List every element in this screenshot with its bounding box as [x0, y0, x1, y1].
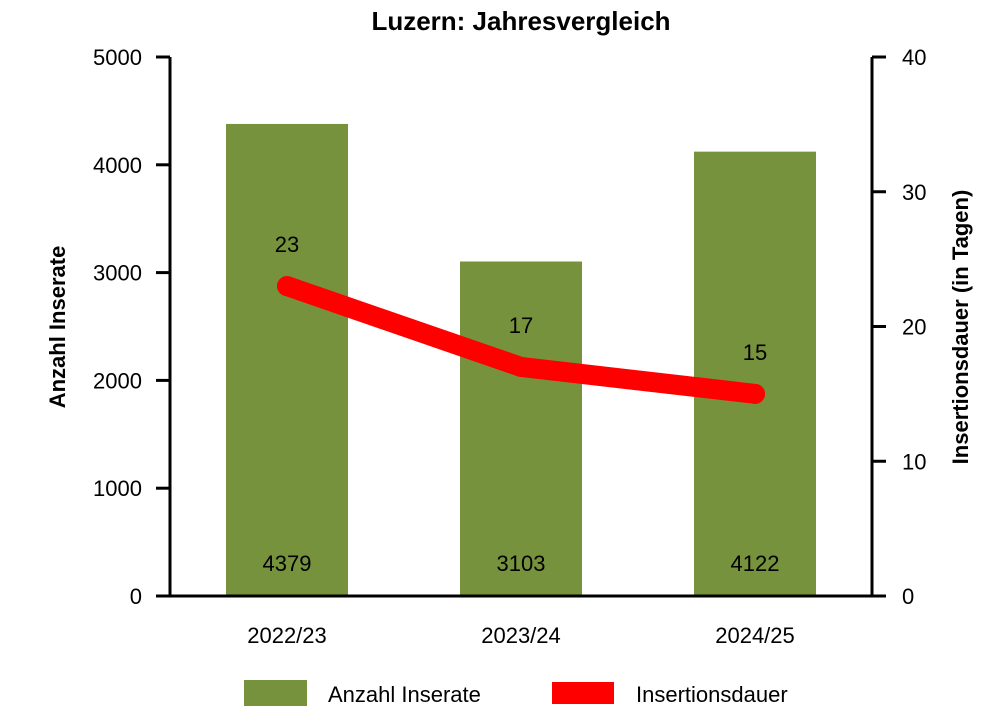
bars-group [226, 123, 816, 597]
right-tick-label-3: 30 [902, 180, 926, 205]
left-tick-label-2: 2000 [93, 368, 142, 393]
legend-label-bars: Anzahl Inserate [328, 682, 481, 707]
right-axis-label: Insertionsdauer (in Tagen) [948, 190, 973, 465]
category-label-2: 2024/25 [715, 623, 795, 648]
bar-value-label-2: 4122 [731, 551, 780, 576]
line-point-2 [745, 383, 765, 404]
left-tick-label-5: 5000 [93, 45, 142, 70]
bar-2 [694, 151, 816, 596]
right-tick-label-1: 10 [902, 449, 926, 474]
labels-group: 4379 3103 4122 23 17 15 [263, 232, 780, 576]
legend-swatch-line [552, 682, 614, 704]
bar-0 [226, 123, 348, 597]
right-tick-label-2: 20 [902, 315, 926, 340]
line-value-label-0: 23 [275, 232, 299, 257]
left-tick-label-0: 0 [130, 584, 142, 609]
bar-value-label-1: 3103 [497, 551, 546, 576]
axes-group: 0 1000 2000 3000 4000 5000 0 10 20 30 40 2022/23 202… [93, 45, 926, 648]
legend: Anzahl Inserate Insertionsdauer [244, 680, 788, 707]
bar-value-label-0: 4379 [263, 551, 312, 576]
legend-swatch-bars [244, 680, 307, 706]
left-axis-label: Anzahl Inserate [45, 246, 70, 409]
line-point-0 [277, 276, 297, 297]
left-tick-label-4: 4000 [93, 153, 142, 178]
line-series-group [277, 276, 765, 404]
chart-title: Luzern: Jahresvergleich [371, 6, 670, 36]
category-label-1: 2023/24 [481, 623, 561, 648]
right-tick-label-4: 40 [902, 45, 926, 70]
bar-1 [460, 261, 582, 596]
legend-label-line: Insertionsdauer [636, 682, 788, 707]
line-point-1 [511, 356, 531, 377]
line-value-label-2: 15 [743, 340, 767, 365]
line-value-label-1: 17 [509, 313, 533, 338]
left-tick-label-3: 3000 [93, 261, 142, 286]
right-tick-label-0: 0 [902, 584, 914, 609]
category-label-0: 2022/23 [247, 623, 327, 648]
left-tick-label-1: 1000 [93, 476, 142, 501]
